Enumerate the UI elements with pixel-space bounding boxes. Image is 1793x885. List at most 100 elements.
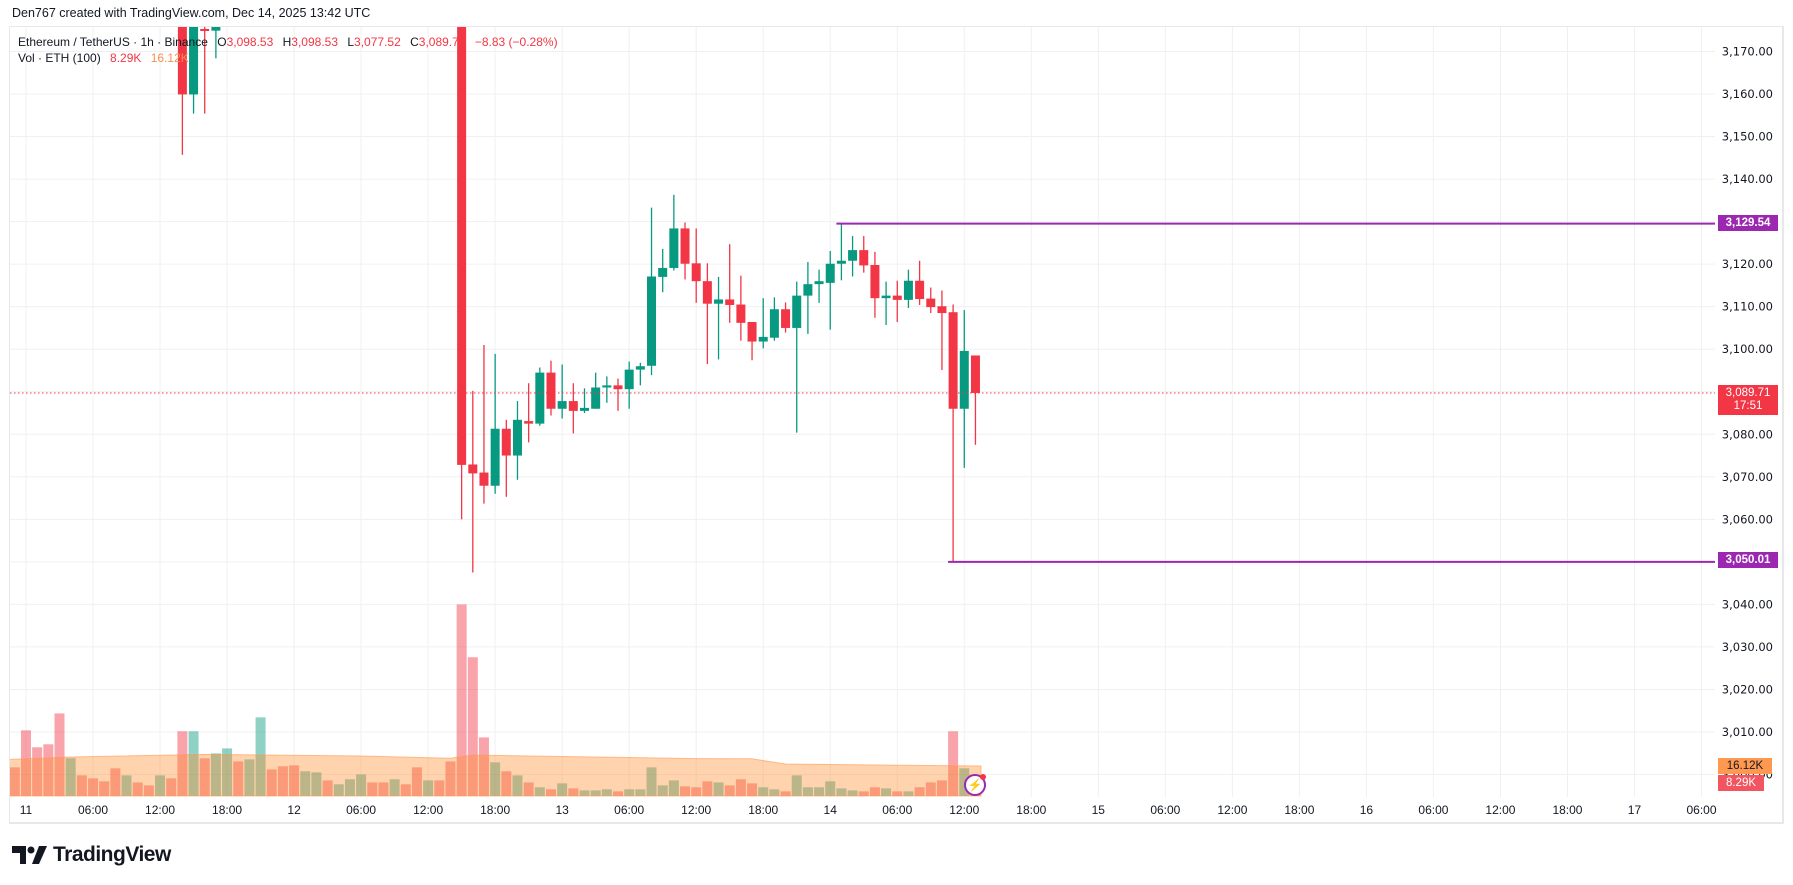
candle-body bbox=[959, 350, 969, 409]
time-tick-label: 18:00 bbox=[1284, 803, 1314, 817]
candle-body bbox=[859, 250, 869, 266]
volume-bar bbox=[903, 791, 914, 796]
volume-bar bbox=[735, 779, 746, 796]
candle-body bbox=[848, 250, 858, 261]
volume-bar bbox=[858, 791, 869, 796]
volume-bar bbox=[523, 782, 534, 796]
change-value: −8.83 (−0.28%) bbox=[474, 35, 558, 49]
price-tick-label: 3,020.00 bbox=[1722, 682, 1773, 696]
candle-body bbox=[747, 321, 757, 342]
price-tick-label: 3,080.00 bbox=[1722, 427, 1773, 441]
candle-body bbox=[892, 295, 902, 300]
volume-title[interactable]: Vol · ETH (100) bbox=[18, 51, 101, 65]
volume-bar bbox=[512, 775, 523, 796]
candle-body bbox=[915, 280, 925, 300]
time-tick-label: 12:00 bbox=[413, 803, 443, 817]
volume-bar bbox=[210, 753, 221, 796]
candle-body bbox=[602, 385, 612, 388]
volume-bar bbox=[758, 787, 769, 796]
notification-dot bbox=[980, 774, 986, 780]
volume-pane bbox=[10, 604, 982, 797]
volume-bar bbox=[333, 784, 344, 796]
candle-body bbox=[836, 260, 846, 264]
close-value: 3,089.71 bbox=[418, 35, 466, 49]
volume-bar bbox=[579, 790, 590, 796]
volume-bar bbox=[389, 779, 400, 796]
candle-body bbox=[803, 284, 813, 296]
price-tick-label: 3,110.00 bbox=[1722, 300, 1773, 314]
volume-bar bbox=[724, 785, 735, 796]
volume-ma-area bbox=[10, 753, 982, 797]
candle-body bbox=[624, 369, 634, 390]
time-tick-label: 14 bbox=[824, 803, 838, 817]
tradingview-logo[interactable]: TradingView bbox=[12, 843, 171, 867]
time-tick-label: 12:00 bbox=[949, 803, 979, 817]
volume-ma-axis-label: 16.12K bbox=[1718, 758, 1772, 774]
candle-body bbox=[535, 372, 545, 424]
candle-body bbox=[490, 428, 500, 486]
time-axis[interactable]: 11 06:00 12:00 18:00 12 06:00 12:00 18:00 13 06:0… bbox=[20, 803, 1717, 817]
candle-body bbox=[580, 407, 589, 411]
volume-bar bbox=[948, 731, 959, 796]
candle-body bbox=[613, 385, 623, 390]
volume-bar bbox=[791, 775, 802, 796]
volume-bar bbox=[802, 787, 813, 796]
candle-body bbox=[781, 309, 791, 328]
volume-bar bbox=[825, 781, 836, 796]
candle-body bbox=[591, 387, 601, 409]
lightning-icon[interactable]: ⚡ bbox=[964, 774, 986, 796]
time-tick-label: 06:00 bbox=[1150, 803, 1180, 817]
volume-bar bbox=[188, 731, 199, 796]
volume-bar bbox=[143, 785, 154, 796]
price-tick-label: 3,170.00 bbox=[1722, 45, 1773, 59]
low-label: L bbox=[347, 35, 355, 49]
symbol-legend: Ethereum / TetherUS · 1h · Binance O3,09… bbox=[18, 35, 558, 49]
candle-body bbox=[658, 267, 668, 277]
volume-bar bbox=[121, 775, 132, 796]
volume-bar bbox=[925, 782, 936, 796]
time-tick-label: 06:00 bbox=[882, 803, 912, 817]
candle-body bbox=[468, 464, 478, 474]
volume-bar bbox=[99, 781, 110, 796]
symbol-title[interactable]: Ethereum / TetherUS · 1h · Binance bbox=[18, 35, 208, 49]
time-tick-label: 15 bbox=[1092, 803, 1106, 817]
candle-body bbox=[769, 309, 779, 338]
candle-body bbox=[457, 27, 467, 465]
volume-bar bbox=[646, 767, 657, 796]
time-tick-label: 06:00 bbox=[346, 803, 376, 817]
volume-bar bbox=[534, 787, 545, 796]
volume-bar bbox=[266, 769, 277, 796]
volume-bar bbox=[478, 737, 489, 796]
candle-body bbox=[635, 366, 645, 370]
volume-bar bbox=[76, 775, 87, 796]
volume-bar bbox=[814, 787, 825, 796]
time-tick-label: 12:00 bbox=[1485, 803, 1515, 817]
volume-bar bbox=[289, 765, 300, 796]
price-tick-label: 3,010.00 bbox=[1722, 725, 1773, 739]
high-value: 3,098.53 bbox=[291, 35, 339, 49]
volume-bar bbox=[423, 780, 434, 796]
volume-bar bbox=[836, 788, 847, 796]
candle-body bbox=[568, 401, 578, 411]
volume-bar bbox=[780, 791, 791, 796]
time-tick-label: 12:00 bbox=[681, 803, 711, 817]
volume-bar bbox=[166, 778, 177, 796]
volume-bar bbox=[702, 781, 713, 796]
volume-bar bbox=[445, 761, 456, 796]
price-tick-label: 3,060.00 bbox=[1722, 512, 1773, 526]
drawings bbox=[10, 222, 1715, 563]
time-tick-label: 06:00 bbox=[1418, 803, 1448, 817]
bar-countdown: 17:51 bbox=[1733, 400, 1763, 412]
volume-bar bbox=[747, 783, 758, 796]
candle-body bbox=[546, 372, 556, 409]
candle-body bbox=[870, 265, 880, 299]
volume-bar bbox=[344, 779, 355, 796]
volume-bar bbox=[88, 778, 99, 796]
volume-bar bbox=[177, 731, 188, 796]
price-tick-label: 3,140.00 bbox=[1722, 172, 1773, 186]
volume-bar bbox=[613, 791, 624, 796]
time-tick-label: 06:00 bbox=[1686, 803, 1716, 817]
time-tick-label: 12:00 bbox=[145, 803, 175, 817]
volume-bar bbox=[43, 744, 54, 796]
